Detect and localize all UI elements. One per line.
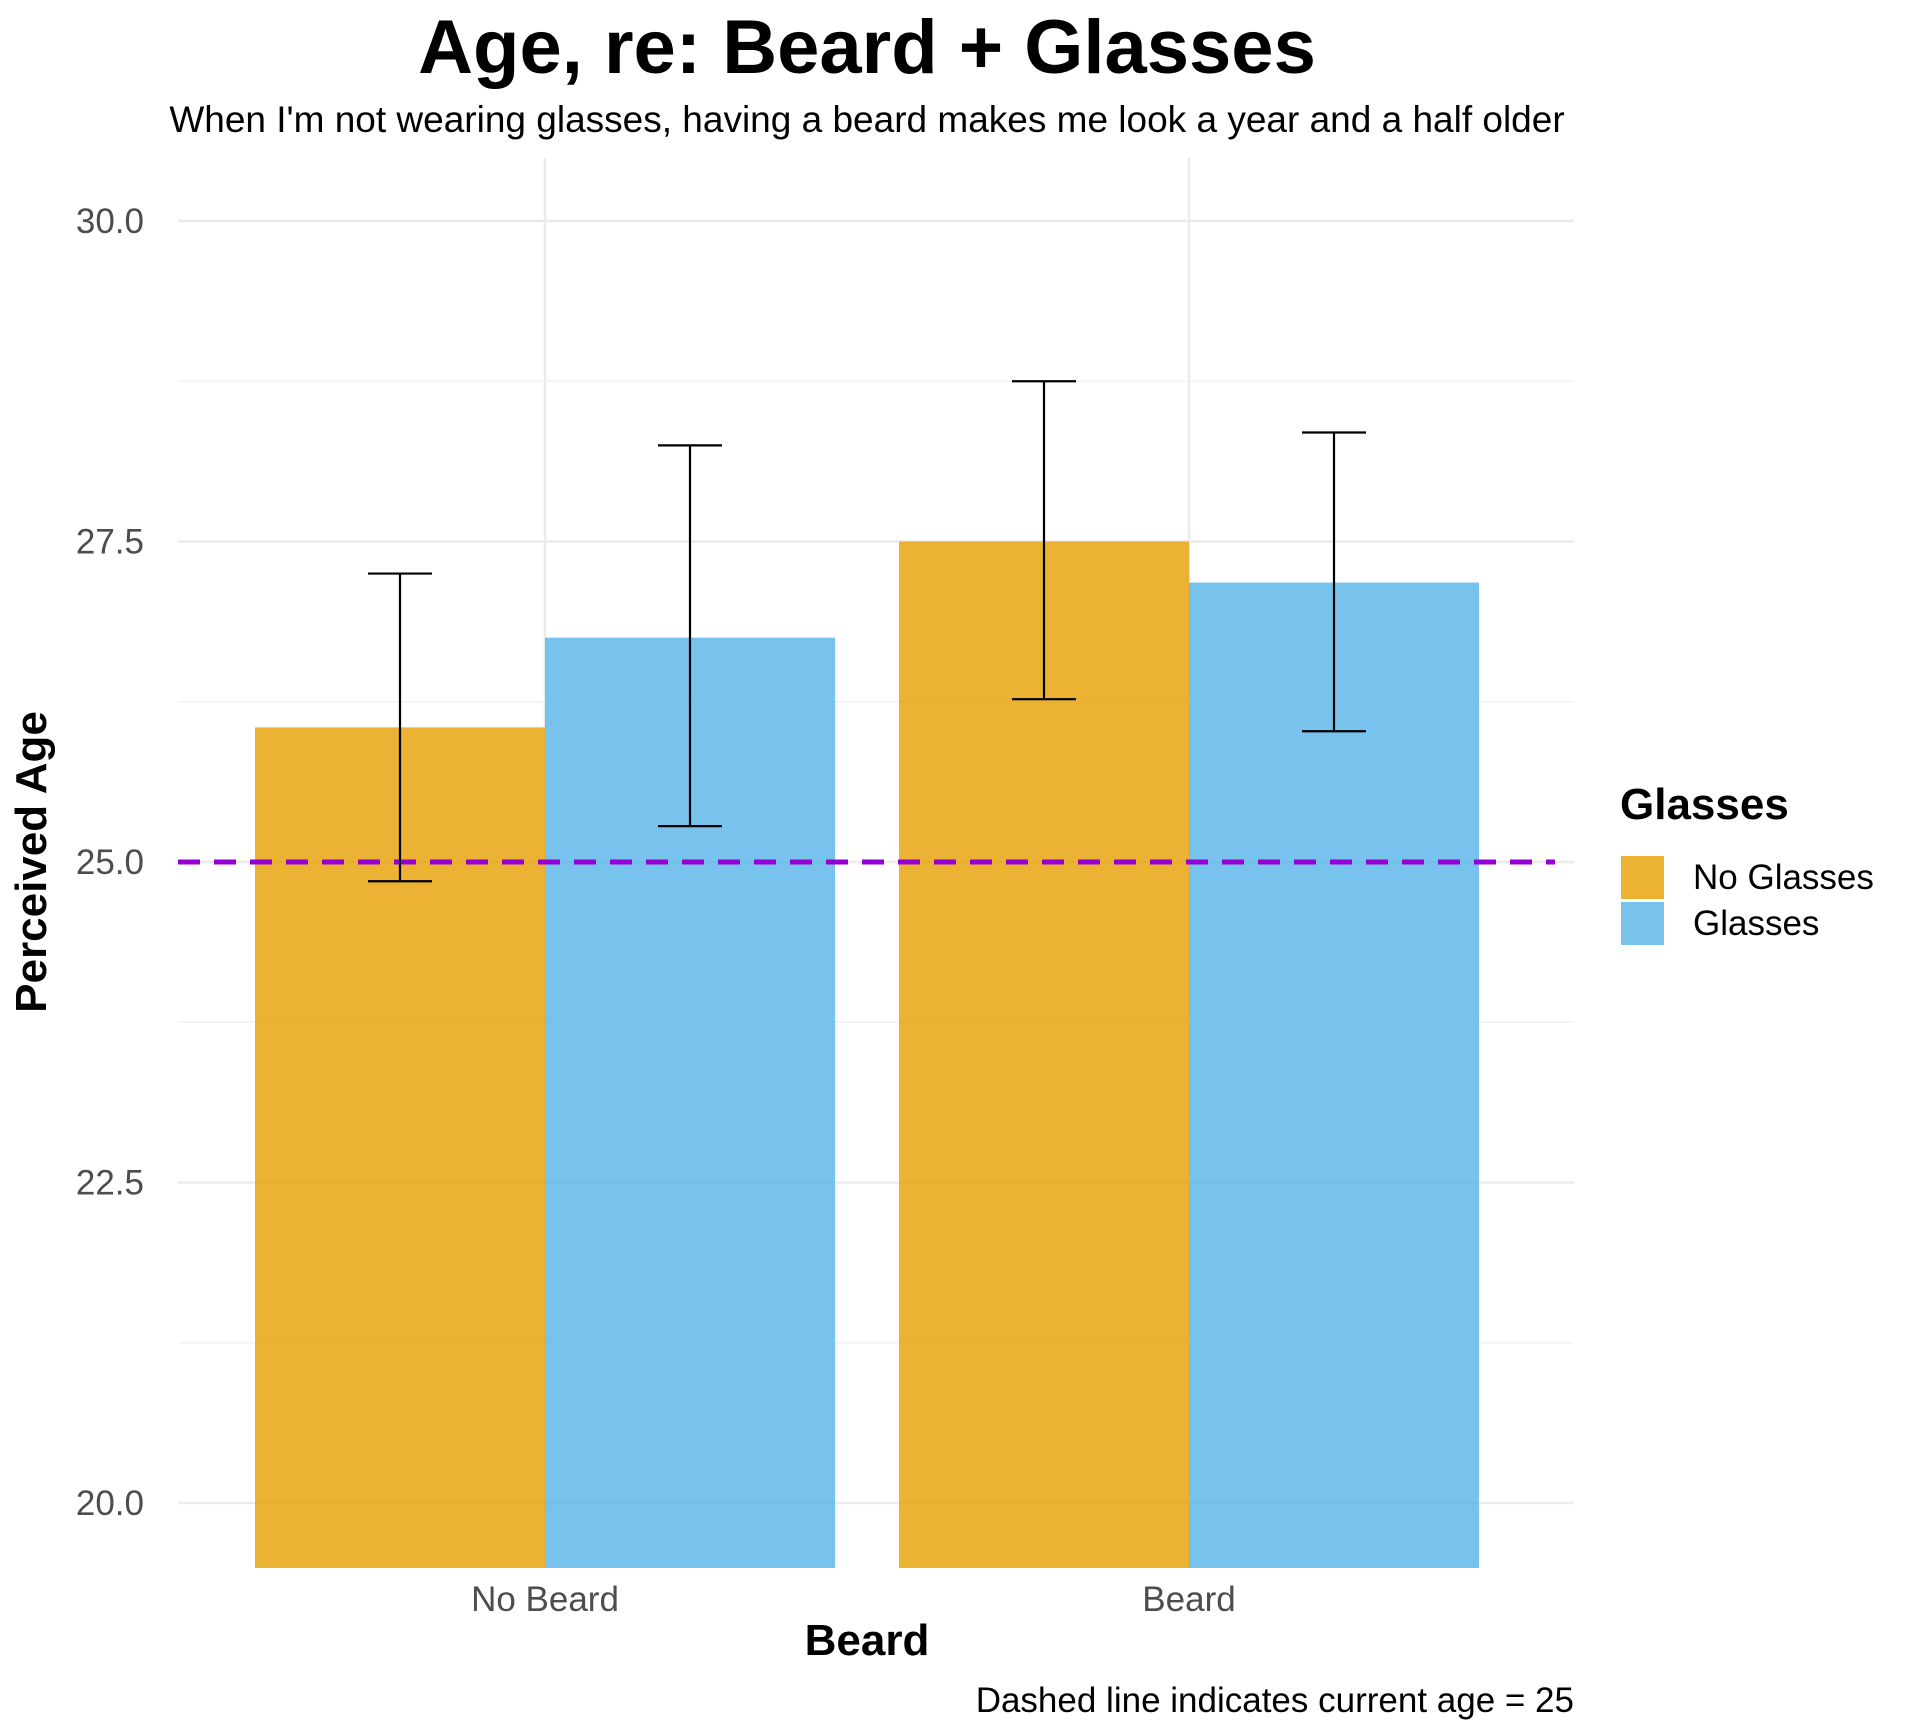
legend-item-glasses: Glasses [1621, 902, 1819, 945]
y-axis-title: Perceived Age [7, 711, 56, 1013]
legend: Glasses No Glasses Glasses [1620, 780, 1874, 945]
legend-item-no-glasses: No Glasses [1621, 856, 1874, 899]
chart-title: Age, re: Beard + Glasses [418, 5, 1316, 90]
chart-subtitle: When I'm not wearing glasses, having a b… [169, 99, 1564, 140]
legend-swatch [1621, 856, 1664, 899]
y-tick-label-2: 25.0 [76, 843, 144, 882]
error-bar-1-1 [1302, 431, 1366, 733]
error-bar-1-0 [1012, 380, 1076, 701]
x-tick-label-0: No Beard [471, 1580, 619, 1619]
x-axis-ticks: No Beard Beard [471, 1580, 1236, 1619]
y-tick-label-1: 22.5 [76, 1164, 144, 1203]
y-tick-label-0: 20.0 [76, 1484, 144, 1523]
legend-title: Glasses [1620, 780, 1789, 829]
y-tick-label-4: 30.0 [76, 202, 144, 241]
caption: Dashed line indicates current age = 25 [976, 1681, 1574, 1720]
legend-swatch [1621, 902, 1664, 945]
bars [255, 541, 1479, 1568]
error-bar-0-1 [658, 444, 722, 828]
x-tick-label-1: Beard [1142, 1580, 1235, 1619]
x-axis-title: Beard [805, 1616, 930, 1665]
y-tick-label-3: 27.5 [76, 523, 144, 562]
y-axis-ticks: 20.0 22.5 25.0 27.5 30.0 [76, 202, 144, 1523]
error-bar-0-0 [368, 572, 432, 883]
error-bars [368, 380, 1366, 883]
bar-beard-no-glasses [899, 541, 1189, 1568]
bar-beard-glasses [1189, 582, 1479, 1568]
legend-label: Glasses [1693, 904, 1819, 943]
legend-label: No Glasses [1693, 858, 1874, 897]
